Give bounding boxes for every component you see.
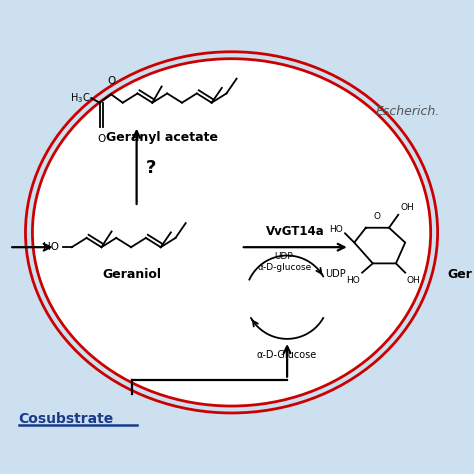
Text: HO: HO <box>346 276 360 285</box>
Text: O: O <box>107 76 115 86</box>
Text: H$_3$C: H$_3$C <box>70 91 91 105</box>
Text: OH: OH <box>407 276 420 285</box>
Text: O: O <box>97 134 106 144</box>
Text: Ger: Ger <box>447 268 472 282</box>
Text: α-D-Glucose: α-D-Glucose <box>257 350 317 360</box>
Text: UDP: UDP <box>325 269 346 279</box>
Text: Escherich.: Escherich. <box>375 106 440 118</box>
Text: HO: HO <box>43 242 59 252</box>
Text: ?: ? <box>146 158 156 176</box>
Ellipse shape <box>32 59 431 406</box>
Text: Geraniol: Geraniol <box>102 268 162 282</box>
Text: Cosubstrate: Cosubstrate <box>18 411 114 426</box>
Text: OH: OH <box>401 203 414 212</box>
Text: UDP-
α-D-glucose: UDP- α-D-glucose <box>258 252 312 272</box>
Text: HO: HO <box>329 225 343 234</box>
Text: O: O <box>374 212 381 221</box>
Text: Geranyl acetate: Geranyl acetate <box>106 131 218 144</box>
Text: VvGT14a: VvGT14a <box>265 225 324 238</box>
